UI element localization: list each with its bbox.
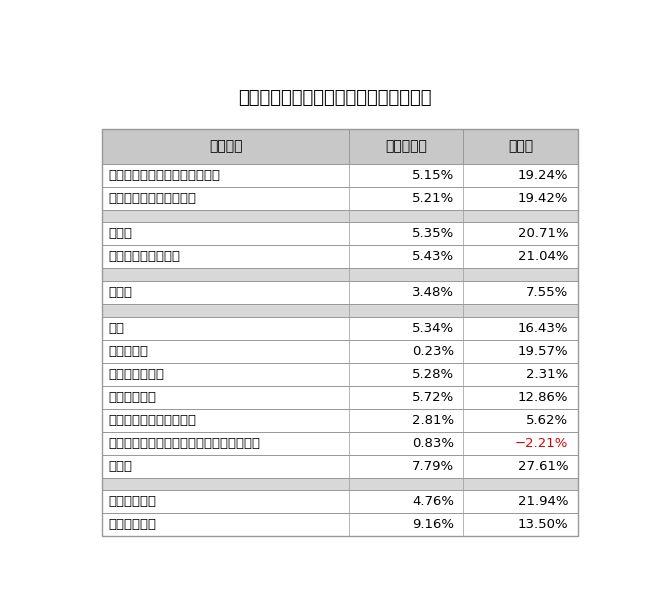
Text: 2.31%: 2.31% <box>526 368 569 381</box>
Text: 13.50%: 13.50% <box>518 519 569 531</box>
Bar <box>102 513 578 536</box>
Text: 欧州新興国: 欧州新興国 <box>108 345 148 358</box>
Text: 中南米: 中南米 <box>108 460 133 473</box>
Text: 5.35%: 5.35% <box>412 227 454 240</box>
Text: アジア太平洋（新興国）: アジア太平洋（新興国） <box>108 413 197 427</box>
Text: 先進国小型株: 先進国小型株 <box>108 519 157 531</box>
Text: アジア太平洋: アジア太平洋 <box>108 391 157 404</box>
Text: 21.94%: 21.94% <box>518 496 569 508</box>
Text: 先進国（除く日本）: 先進国（除く日本） <box>108 250 180 263</box>
Text: 7.55%: 7.55% <box>526 286 569 299</box>
Text: 16.43%: 16.43% <box>518 322 569 334</box>
Bar <box>102 164 578 187</box>
Text: 19.24%: 19.24% <box>518 168 569 182</box>
Text: グレーターチャイナ（中国・香港・台湾）: グレーターチャイナ（中国・香港・台湾） <box>108 437 261 450</box>
Bar <box>102 432 578 455</box>
Bar <box>102 129 578 536</box>
Text: 5.28%: 5.28% <box>412 368 454 381</box>
Text: 5.21%: 5.21% <box>412 192 454 205</box>
Text: グローバル（先進国＋新興国）: グローバル（先進国＋新興国） <box>108 168 221 182</box>
Text: 19.42%: 19.42% <box>518 192 569 205</box>
Text: 新興国: 新興国 <box>108 286 133 299</box>
Bar <box>102 210 578 223</box>
Bar <box>102 455 578 478</box>
Text: 中東・アフリカ: 中東・アフリカ <box>108 368 165 381</box>
Bar <box>102 491 578 513</box>
Bar <box>102 385 578 409</box>
Text: 国・地域: 国・地域 <box>209 139 242 153</box>
Text: 5.62%: 5.62% <box>526 413 569 427</box>
Text: 0.83%: 0.83% <box>412 437 454 450</box>
Text: 21.04%: 21.04% <box>518 250 569 263</box>
Text: 12.86%: 12.86% <box>518 391 569 404</box>
Text: 0.23%: 0.23% <box>412 345 454 358</box>
Bar <box>102 223 578 246</box>
Bar <box>102 187 578 210</box>
Text: 先進国大型株: 先進国大型株 <box>108 496 157 508</box>
Text: 欧州: 欧州 <box>108 322 125 334</box>
Bar <box>102 478 578 491</box>
Text: 5.34%: 5.34% <box>412 322 454 334</box>
Text: 27.61%: 27.61% <box>518 460 569 473</box>
Text: 7.79%: 7.79% <box>412 460 454 473</box>
Bar <box>102 304 578 317</box>
Text: 直近１カ月: 直近１カ月 <box>385 139 427 153</box>
Bar <box>102 340 578 363</box>
Text: 9.16%: 9.16% <box>412 519 454 531</box>
Text: 20.71%: 20.71% <box>518 227 569 240</box>
Text: 5.15%: 5.15% <box>412 168 454 182</box>
Text: 先進国: 先進国 <box>108 227 133 240</box>
Text: 4.76%: 4.76% <box>412 496 454 508</box>
Bar <box>102 363 578 385</box>
Text: グローバル（除く日本）: グローバル（除く日本） <box>108 192 197 205</box>
Text: 5.43%: 5.43% <box>412 250 454 263</box>
Bar <box>102 409 578 432</box>
Text: 年初来: 年初来 <box>508 139 533 153</box>
Text: 5.72%: 5.72% <box>412 391 454 404</box>
Text: 3.48%: 3.48% <box>412 286 454 299</box>
Text: 19.57%: 19.57% <box>518 345 569 358</box>
Bar <box>102 317 578 340</box>
Text: −2.21%: −2.21% <box>515 437 569 450</box>
Bar <box>102 268 578 281</box>
Bar <box>102 246 578 268</box>
Bar <box>102 129 578 164</box>
Bar <box>102 281 578 304</box>
Text: （表１：全世界パフォーマンス総括表）: （表１：全世界パフォーマンス総括表） <box>238 89 432 108</box>
Text: 2.81%: 2.81% <box>412 413 454 427</box>
